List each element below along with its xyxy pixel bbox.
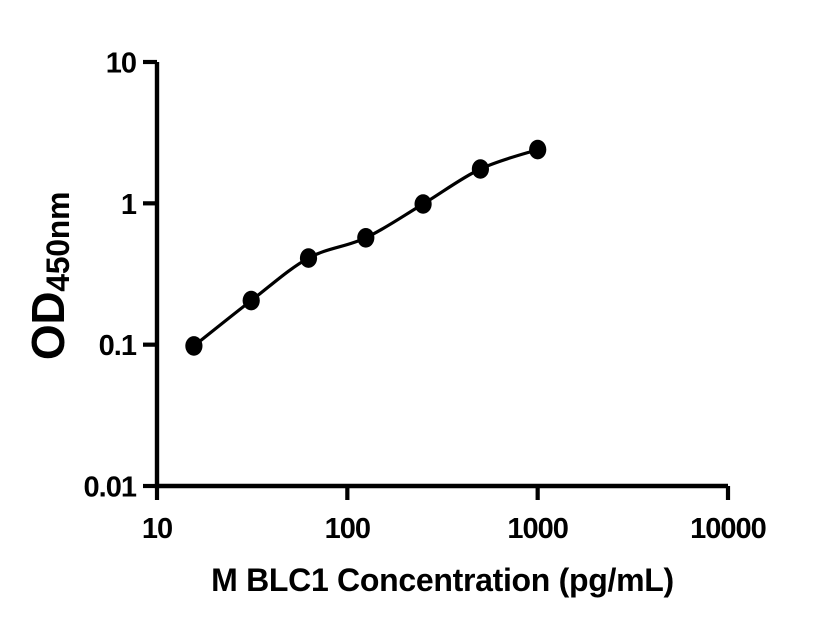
- y-axis-title: OD450nm: [22, 192, 76, 360]
- fit-curve: [192, 148, 539, 348]
- y-tick-label: 10: [106, 48, 136, 80]
- y-axis-title-subscript: 450nm: [40, 192, 76, 292]
- data-point: [529, 139, 547, 160]
- y-tick-label: 0.01: [84, 472, 137, 504]
- data-point: [185, 336, 203, 356]
- data-point: [242, 290, 260, 311]
- x-tick-label: 10000: [690, 513, 766, 545]
- data-point: [357, 228, 375, 248]
- x-tick-label: 1000: [507, 513, 568, 545]
- axes-frame: [154, 62, 728, 489]
- data-point: [471, 159, 489, 179]
- x-axis-title: M BLC1 Concentration (pg/mL): [211, 562, 674, 598]
- y-axis-title-main: OD: [22, 292, 74, 360]
- x-tick-label: 10: [142, 513, 172, 545]
- y-tick-label: 1: [121, 189, 137, 221]
- x-tick-label: 100: [325, 513, 370, 545]
- y-tick-label: 0.1: [99, 330, 137, 362]
- data-point: [299, 248, 318, 268]
- data-point: [414, 194, 432, 214]
